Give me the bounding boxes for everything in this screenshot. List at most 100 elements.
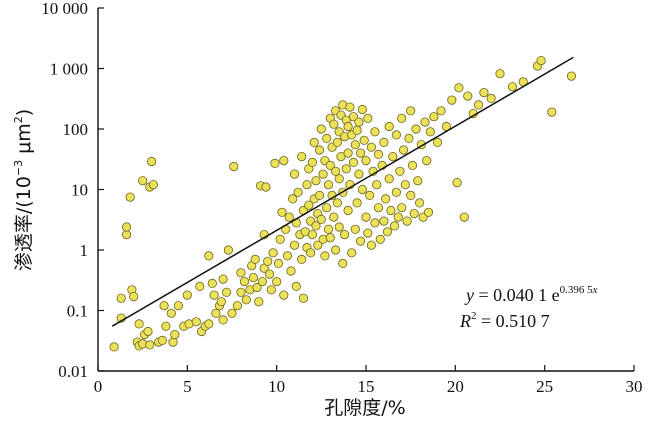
data-point <box>211 308 221 318</box>
data-point <box>250 254 260 264</box>
data-point <box>334 174 344 184</box>
data-point <box>284 212 294 222</box>
data-point <box>407 160 418 170</box>
data-point <box>168 337 178 347</box>
data-point <box>323 224 334 234</box>
data-point <box>313 240 323 250</box>
data-point <box>479 88 489 98</box>
data-point <box>357 104 367 115</box>
data-point <box>384 174 394 184</box>
data-point <box>409 209 419 219</box>
data-point <box>307 157 317 167</box>
r2-var: R <box>459 311 471 331</box>
data-point <box>170 329 180 340</box>
data-point <box>566 71 577 81</box>
data-point <box>361 212 371 222</box>
data-point <box>116 293 126 303</box>
data-point <box>204 251 214 261</box>
equation-main: = 0.040 1 e <box>474 285 560 305</box>
data-point <box>270 158 280 168</box>
data-point <box>322 133 332 143</box>
data-point <box>348 157 359 167</box>
data-point <box>325 160 335 170</box>
data-point <box>309 137 319 147</box>
y-tick-label: 10 <box>71 181 88 200</box>
trendline <box>111 56 574 327</box>
data-point <box>282 251 292 261</box>
data-point <box>122 222 132 232</box>
data-point <box>138 176 148 186</box>
data-point <box>388 152 398 162</box>
data-point <box>218 315 228 325</box>
data-point <box>373 203 384 213</box>
data-point <box>239 276 250 287</box>
trendline-group <box>111 56 574 327</box>
axis-ticks: 0 5 10 15 20 25 30 0.01 0.1 1 10 100 1 000 10 000 <box>41 0 642 396</box>
data-point <box>316 124 326 134</box>
data-point <box>320 251 330 261</box>
data-point <box>486 93 496 104</box>
data-point <box>341 164 351 174</box>
data-point <box>355 236 366 246</box>
r2-value: = 0.510 7 <box>477 311 550 331</box>
data-point <box>404 133 414 143</box>
data-point <box>343 205 353 216</box>
data-point <box>359 135 369 145</box>
r-squared-label: R2 = 0.510 7 <box>459 310 550 331</box>
data-point <box>329 212 339 222</box>
data-point <box>495 69 505 79</box>
data-point <box>241 295 251 305</box>
data-point <box>122 230 132 240</box>
data-point <box>252 282 262 293</box>
data-point <box>332 137 342 147</box>
data-point <box>422 156 432 166</box>
data-point <box>357 184 367 195</box>
data-point <box>263 256 273 266</box>
data-point <box>289 169 300 179</box>
data-point <box>161 321 171 331</box>
data-point <box>266 285 276 295</box>
data-point <box>352 125 362 135</box>
data-point <box>191 317 201 327</box>
data-point <box>375 234 385 244</box>
data-point <box>173 301 183 311</box>
data-point <box>348 112 359 122</box>
data-point <box>436 106 446 116</box>
data-point <box>157 335 167 345</box>
data-point <box>372 180 382 190</box>
data-point <box>384 121 394 132</box>
data-point <box>254 297 264 307</box>
data-point <box>343 121 353 132</box>
y-tick-label: 0.1 <box>67 302 88 321</box>
data-point <box>447 95 457 105</box>
y-tick-label: 1 <box>80 241 89 260</box>
data-point <box>507 82 518 92</box>
data-point <box>279 290 289 300</box>
data-point <box>248 272 258 283</box>
data-point <box>261 182 271 192</box>
equation-exponent-var: x <box>592 284 598 296</box>
data-point <box>355 148 366 158</box>
data-point <box>232 301 242 311</box>
data-point <box>389 221 400 231</box>
data-point <box>166 308 176 318</box>
r2-sup: 2 <box>471 310 477 322</box>
data-point <box>406 190 416 200</box>
y-axis-title-unit: μm <box>13 123 35 160</box>
data-point <box>314 190 325 200</box>
data-point <box>147 156 157 167</box>
x-tick-label: 15 <box>358 377 375 396</box>
data-points <box>109 55 577 352</box>
data-point <box>325 233 335 243</box>
data-point <box>289 240 300 250</box>
y-axis-title-main: 渗透率/(10 <box>13 176 35 271</box>
data-point <box>322 203 332 213</box>
x-axis-title: 孔隙度/% <box>324 397 405 419</box>
data-point <box>363 228 373 238</box>
data-point <box>264 269 275 279</box>
data-point <box>286 266 296 276</box>
data-point <box>268 248 278 258</box>
data-point <box>159 301 169 311</box>
y-axis-title-close: ) <box>13 109 35 116</box>
data-point <box>459 212 469 222</box>
